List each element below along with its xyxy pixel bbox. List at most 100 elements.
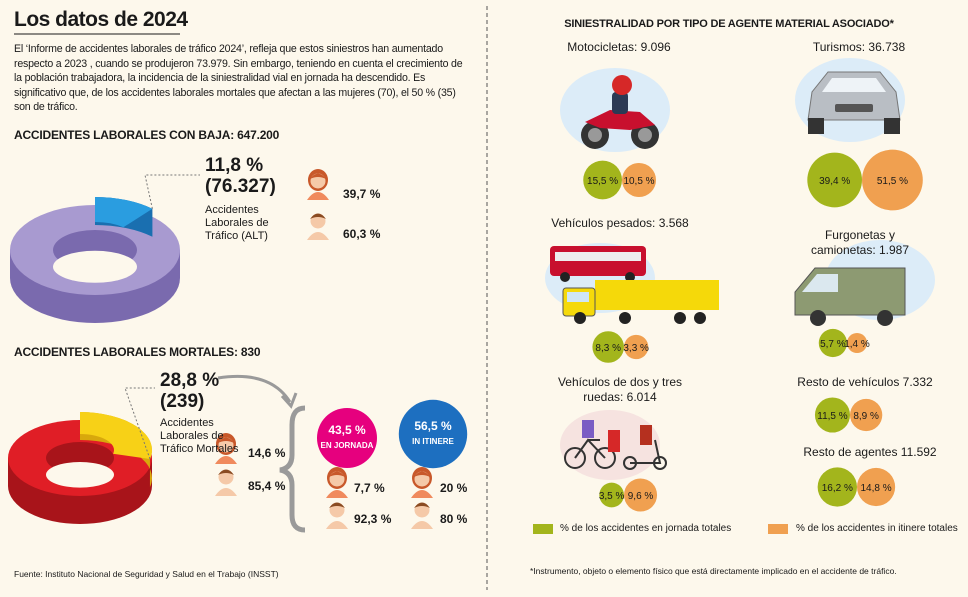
- itinere-bubble: [847, 332, 868, 354]
- hair: [310, 173, 326, 179]
- woman-icon: [326, 467, 348, 498]
- bubble-label: 43,5 %: [328, 423, 366, 437]
- hair: [218, 437, 234, 443]
- woman-icon: [411, 467, 433, 498]
- hair: [329, 502, 345, 508]
- jornada-bubble: [807, 152, 862, 208]
- bubble-label: 16,2 %: [822, 483, 853, 494]
- body: [411, 521, 433, 529]
- bikes-icon: [564, 420, 667, 470]
- man-icon: [307, 213, 329, 240]
- men-pct: 80 %: [440, 512, 468, 526]
- man-icon: [411, 502, 433, 529]
- bubble-label: 1,4 %: [844, 339, 870, 350]
- hair: [414, 502, 430, 508]
- itinere-bubble: [624, 478, 658, 512]
- jornada-bubble: [583, 160, 622, 200]
- share-bubble: [316, 407, 378, 469]
- share-label: 11,8 %: [205, 155, 264, 176]
- agent-name: Vehículos de dos y tres ruedas: 6.014: [557, 375, 683, 404]
- jornada-bubble: [592, 331, 625, 363]
- agent-name: Resto de agentes 11.592: [803, 445, 937, 459]
- section-title: SINIESTRALIDAD POR TIPO DE AGENTE MATERI…: [564, 18, 894, 30]
- section-heading: ACCIDENTES LABORALES CON BAJA: 647.200: [14, 128, 280, 142]
- jornada-bubble: [814, 397, 850, 433]
- leader-line: [124, 387, 155, 460]
- bubble-label: 9,6 %: [628, 491, 654, 502]
- arrow-head: [280, 392, 298, 409]
- itinere-bubble: [857, 467, 896, 507]
- body: [326, 490, 348, 498]
- bubble-label: 5,7 %: [820, 339, 846, 350]
- woman-icon: [307, 169, 329, 200]
- bubble-label: 11,5 %: [817, 411, 847, 422]
- legend-swatch: [533, 524, 553, 534]
- bubble-caption: EN JORNADA: [321, 441, 374, 450]
- hair: [414, 471, 430, 477]
- donut-hole: [46, 462, 114, 488]
- share-wedge: [80, 412, 153, 459]
- count: (76.327): [205, 176, 276, 197]
- motorcycle-icon: [581, 75, 659, 149]
- leader-line: [144, 174, 200, 209]
- brace: [279, 405, 306, 533]
- legend-label: % de los accidentes in itinere totales: [796, 523, 958, 534]
- share-bubble: [398, 399, 468, 469]
- jornada-bubble: [599, 482, 624, 508]
- jornada-bubble: [818, 328, 848, 358]
- body: [411, 490, 433, 498]
- intro: El ‘Informe de accidentes laborales de t…: [14, 43, 463, 113]
- body: [215, 488, 237, 496]
- description: Accidentes Laborales de Tráfico Mortales: [160, 417, 239, 455]
- car-icon: [807, 71, 901, 134]
- share-label: 28,8 %: [160, 370, 220, 391]
- women-pct: 39,7 %: [343, 187, 381, 201]
- jornada-bubble: [817, 467, 857, 507]
- agent-name: Motocicletas: 9.096: [567, 40, 671, 54]
- bubble-label: 3,5 %: [599, 491, 625, 502]
- bubble-label: 39,4 %: [819, 176, 850, 187]
- van-icon: [794, 267, 906, 326]
- man-icon: [326, 502, 348, 529]
- hair: [310, 213, 326, 219]
- body: [307, 192, 329, 200]
- count: (239): [160, 391, 205, 412]
- body: [215, 456, 237, 464]
- bubble-label: 56,5 %: [414, 419, 452, 433]
- description: Accidentes Laborales de Tráfico (ALT): [205, 204, 269, 242]
- section-heading: ACCIDENTES LABORALES MORTALES: 830: [14, 345, 261, 359]
- donut-hole: [53, 250, 137, 283]
- agent-name: Vehículos pesados: 3.568: [551, 216, 689, 230]
- legend-label: % de los accidentes en jornada totales: [560, 523, 732, 534]
- hair: [329, 471, 345, 477]
- hair: [218, 469, 234, 475]
- men-pct: 85,4 %: [248, 479, 286, 493]
- women-pct: 14,6 %: [248, 446, 286, 460]
- women-pct: 7,7 %: [354, 481, 385, 495]
- agent-name: Furgonetas y camionetas: 1.987: [810, 228, 910, 257]
- truck-icon: [550, 246, 719, 324]
- bubble-label: 10,5 %: [623, 176, 654, 187]
- body: [307, 232, 329, 240]
- bubble-label: 8,3 %: [595, 343, 621, 354]
- title: Los datos de 2024: [14, 8, 188, 31]
- itinere-bubble: [862, 149, 923, 211]
- body: [326, 521, 348, 529]
- legend-swatch: [768, 524, 788, 534]
- bubble-label: 8,9 %: [853, 411, 879, 422]
- footnote: *Instrumento, objeto o elemento físico q…: [530, 566, 897, 576]
- agent-name: Turismos: 36.738: [812, 40, 906, 54]
- share-wedge: [95, 197, 153, 228]
- women-pct: 20 %: [440, 481, 468, 495]
- bubble-label: 15,5 %: [587, 176, 618, 187]
- men-pct: 60,3 %: [343, 227, 381, 241]
- agent-name: Resto de vehículos 7.332: [797, 375, 933, 389]
- men-pct: 92,3 %: [354, 512, 392, 526]
- bubble-label: 51,5 %: [877, 176, 908, 187]
- man-icon: [215, 469, 237, 496]
- itinere-bubble: [622, 162, 657, 198]
- bubble-label: 3,3 %: [623, 343, 649, 354]
- woman-icon: [215, 433, 237, 464]
